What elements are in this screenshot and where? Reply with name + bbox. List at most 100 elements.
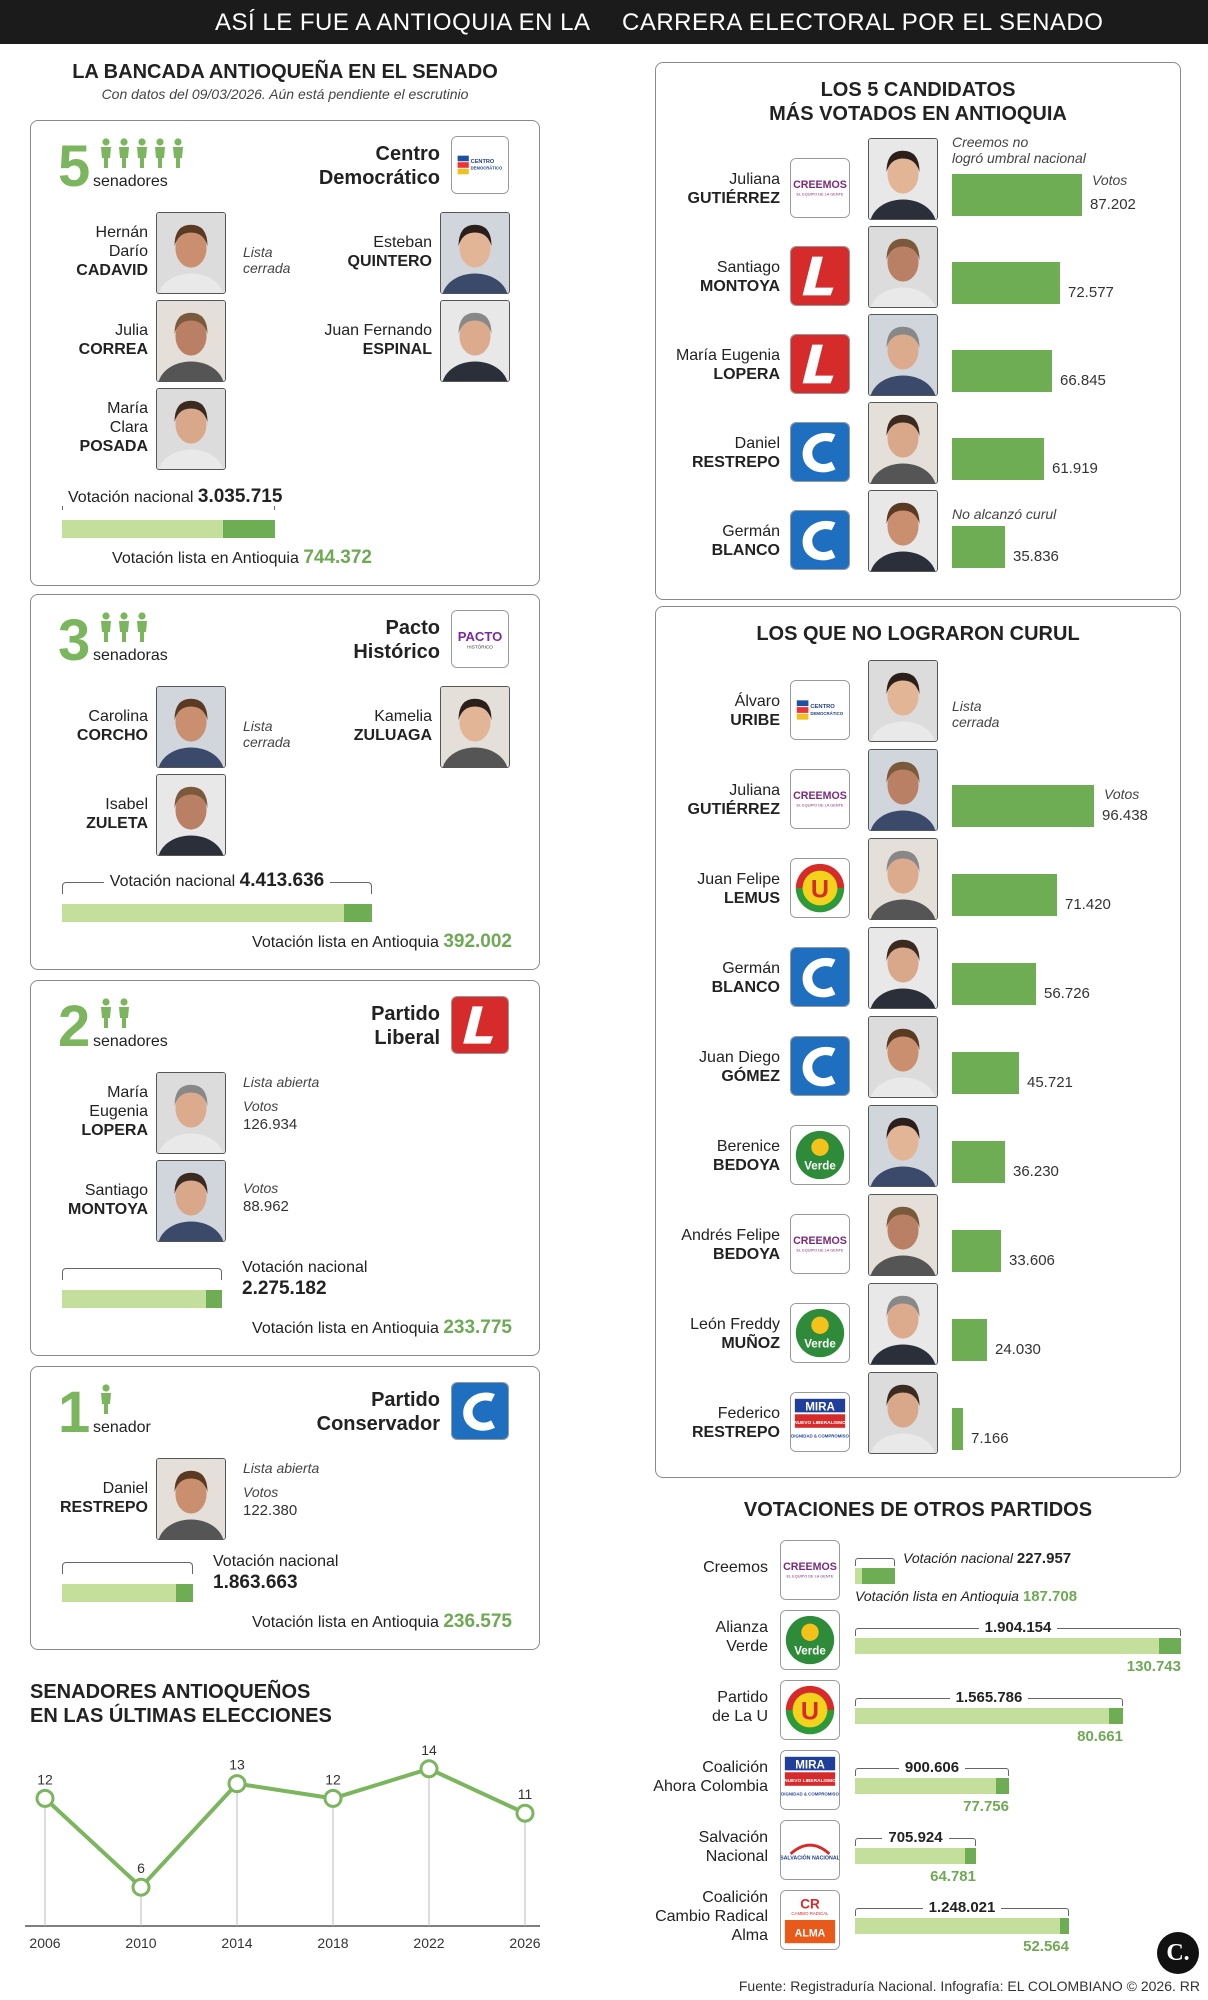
top5-vote-bar (952, 350, 1052, 392)
svg-text:Verde: Verde (804, 1338, 836, 1351)
votes-value: 126.934 (243, 1116, 298, 1133)
national-vote-bar (62, 904, 372, 922)
other-antioquia-bar (1109, 1708, 1123, 1724)
person-icon (119, 612, 129, 642)
candidate-name: Juan Felipe LEMUS (650, 870, 780, 908)
antioquia-vote-bar (206, 1290, 222, 1308)
candidate-first-name: Juliana (729, 782, 780, 799)
other-party-name-line: Cambio Radical (655, 1908, 768, 1926)
antioquia-label-text: Votación lista en Antioquia (112, 550, 299, 567)
other-party-name-line: Coalición (702, 1889, 768, 1906)
party-name-2: Democrático (318, 167, 440, 189)
list-type-note: Lista (952, 698, 982, 714)
candidate-first-name: María (107, 1084, 148, 1101)
conservador-party-logo (790, 1036, 850, 1096)
candidate-photo (868, 314, 938, 396)
top5-vote-bar (952, 262, 1060, 304)
candidate-photo (440, 300, 510, 382)
other-party-name: Salvación Nacional (620, 1828, 768, 1866)
candidate-photo (868, 226, 938, 308)
svg-text:DEMOCRÁTICO: DEMOCRÁTICO (471, 166, 503, 171)
candidate-first-name: Kamelia (374, 708, 432, 725)
senator-person-icons (101, 998, 129, 1028)
antioquia-vote-bar (344, 904, 372, 922)
candidate-last-name: MONTOYA (699, 278, 780, 296)
candidate-last-name: CADAVID (76, 262, 148, 280)
candidate-first-name: Juan Felipe (697, 871, 780, 888)
conservador-party-logo (790, 947, 850, 1007)
party-name-2: Histórico (353, 641, 440, 663)
nocurul-votes-value: 33.606 (1009, 1252, 1055, 1269)
verde-party-logo: Verde (790, 1303, 850, 1363)
votes-label: Votos (243, 1180, 279, 1196)
candidate-name: Álvaro URIBE (650, 692, 780, 730)
candidate-first-name: León Freddy (690, 1316, 780, 1333)
candidate-photo (868, 749, 938, 831)
votes-label: Votos (243, 1484, 279, 1500)
candidate-first-name: Eugenia (89, 1103, 148, 1121)
senator-unit: senadores (93, 173, 168, 190)
candidate-photo (868, 138, 938, 220)
national-vote-label: Votación nacional 4.413.636 (62, 870, 372, 893)
person-icon (155, 138, 165, 168)
national-vote-value: 2.275.182 (242, 1278, 327, 1299)
candidate-first-name: Germán (722, 523, 780, 540)
candidate-first-name: Esteban (373, 234, 432, 251)
national-label-text: Votación nacional (68, 489, 194, 506)
candidate-last-name: GUTIÉRREZ (687, 801, 780, 819)
senators-line-chart: 2006 2010 2014 2018 2022 2026 12 6 13 12 14 11 (25, 1742, 541, 1951)
data-label: 6 (137, 1860, 145, 1876)
candidate-last-name: LEMUS (724, 890, 780, 908)
other-antioquia-bar (996, 1778, 1009, 1794)
other-antioquia-value: 77.756 (963, 1798, 1009, 1815)
other-national-value: 1.248.021 (855, 1898, 1069, 1917)
candidate-photo (868, 1283, 938, 1365)
person-icon (137, 138, 147, 168)
svg-text:SALVACIÓN NACIONAL: SALVACIÓN NACIONAL (781, 1854, 839, 1862)
creemos-party-logo: CREEMOS EL EQUIPO DE LA GENTE (790, 769, 850, 829)
candidate-last-name: LOPERA (713, 366, 780, 384)
other-national-value-text: 900.606 (898, 1759, 966, 1776)
data-label: 14 (421, 1742, 437, 1758)
nocurul-votes-value: 24.030 (995, 1341, 1041, 1358)
verde-party-logo: Verde (780, 1610, 840, 1670)
list-type-note: Lista abierta (243, 1460, 320, 1476)
candidate-name: Hernán Darío CADAVID (6, 223, 148, 281)
nocurul-votes-value: 56.726 (1044, 985, 1090, 1002)
candidate-last-name: RESTREPO (691, 1424, 780, 1442)
antioquia-label-text: Votación lista en Antioquia (252, 1614, 439, 1631)
candidate-first-name: Juliana (729, 171, 780, 188)
candidate-name: Isabel ZULETA (6, 795, 148, 833)
candidate-first-name: Juan Diego (699, 1049, 780, 1066)
candidate-photo (868, 1372, 938, 1454)
nocurul-vote-bar (952, 1408, 963, 1450)
other-antioquia-value: 64.781 (930, 1868, 976, 1885)
data-label: 13 (229, 1757, 245, 1773)
candidate-first-name: Hernán (95, 224, 148, 241)
party-name-1: Pacto (385, 617, 440, 639)
candidate-last-name: ZULETA (86, 815, 148, 833)
creemos-party-logo: CREEMOS EL EQUIPO DE LA GENTE (790, 1214, 850, 1274)
candidate-last-name: CORCHO (76, 727, 148, 745)
mira-party-logo: MIRA NUEVO LIBERALISMO DIGNIDAD & COMPROMI… (790, 1392, 850, 1452)
other-national-bar (855, 1778, 1009, 1794)
top5-vote-bar (952, 438, 1044, 480)
national-label-text: Votación nacional (213, 1553, 339, 1570)
top-banner: ASÍ LE FUE A ANTIOQUIA EN LA CARRERA ELE… (0, 0, 1208, 44)
candidate-name: Germán BLANCO (650, 959, 780, 997)
person-icon (137, 612, 147, 642)
nocurul-votes-value: 7.166 (971, 1430, 1009, 1447)
svg-text:NUEVO LIBERALISMO: NUEVO LIBERALISMO (784, 1778, 836, 1784)
other-national-label: Votación nacional 227.957 (903, 1550, 1071, 1568)
candidate-last-name: BEDOYA (713, 1246, 780, 1264)
candidate-photo (440, 212, 510, 294)
nocurul-vote-bar (952, 874, 1057, 916)
candidate-first-name: Federico (717, 1405, 780, 1422)
antioquia-vote-label: Votación lista en Antioquia 744.372 (62, 547, 372, 570)
antioquia-label-text: Votación lista en Antioquia (252, 934, 439, 951)
other-party-name: Alianza Verde (620, 1618, 768, 1656)
national-vote-bar (62, 1584, 193, 1602)
other-national-value: 227.957 (1016, 1550, 1072, 1567)
candidate-first-name: Andrés Felipe (681, 1227, 780, 1244)
other-party-name-line: Alianza (715, 1619, 768, 1636)
